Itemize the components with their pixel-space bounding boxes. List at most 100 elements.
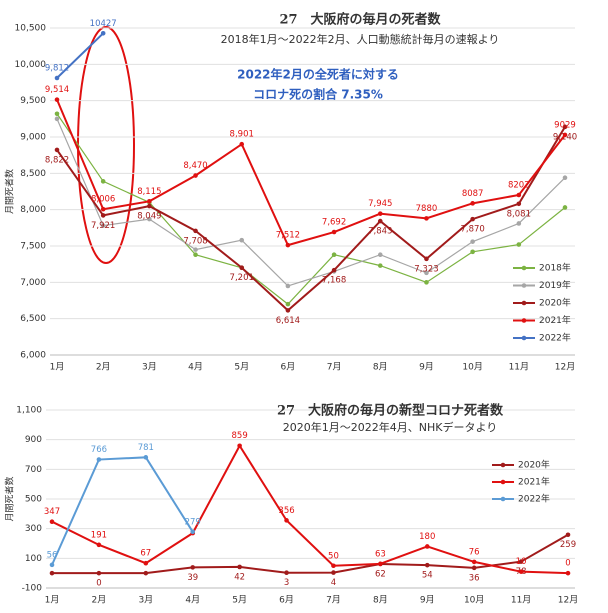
- x-tick-label: 2月: [92, 595, 107, 606]
- y-tick-label: 900: [25, 435, 42, 445]
- data-label: 356: [278, 506, 294, 516]
- data-label: 54: [422, 571, 433, 581]
- series-line: [56, 126, 566, 312]
- legend-marker: [521, 335, 527, 341]
- y-tick-label: 7,000: [20, 278, 46, 288]
- data-point: [424, 544, 430, 549]
- data-label: 8,822: [45, 155, 69, 165]
- y-tick-label: 7,500: [20, 242, 46, 252]
- series-line: [56, 32, 104, 79]
- data-label: 56: [47, 550, 58, 560]
- y-tick-label: 700: [25, 465, 42, 475]
- data-label: 67: [140, 549, 151, 559]
- data-point: [470, 239, 475, 244]
- data-point: [562, 175, 568, 180]
- y-tick-label: -100: [22, 584, 43, 594]
- data-point: [424, 270, 429, 276]
- data-label: 39: [187, 573, 198, 583]
- data-point: [193, 252, 198, 258]
- data-point: [424, 256, 429, 262]
- data-point: [331, 267, 337, 273]
- y-tick-label: 8,500: [20, 169, 46, 179]
- y-axis-label: 月間死者数: [4, 476, 16, 521]
- data-label: 8,049: [137, 212, 161, 222]
- data-point: [377, 252, 383, 258]
- data-label: 7,692: [322, 218, 346, 228]
- data-label: 781: [138, 443, 154, 453]
- data-point: [377, 218, 383, 224]
- x-tick-label: 11月: [509, 362, 529, 373]
- series-line: [56, 113, 566, 305]
- data-label: 50: [328, 551, 339, 561]
- y-tick-label: 300: [25, 524, 42, 534]
- data-point: [100, 31, 106, 36]
- data-label: 10: [516, 557, 527, 567]
- data-point: [516, 242, 522, 247]
- data-point: [100, 223, 106, 228]
- data-label: 766: [91, 445, 107, 455]
- data-label: 76: [469, 547, 480, 557]
- data-point: [49, 562, 55, 568]
- x-tick-label: 9月: [420, 595, 435, 606]
- data-label: 8,470: [183, 161, 207, 171]
- data-label: 7,921: [91, 221, 115, 231]
- data-point: [331, 570, 336, 575]
- x-tick-label: 5月: [232, 595, 247, 606]
- data-label: 7,168: [322, 276, 346, 286]
- series-line: [56, 118, 566, 287]
- data-label: 8202: [508, 180, 530, 190]
- data-point: [147, 203, 152, 209]
- x-tick-label: 3月: [142, 362, 157, 373]
- data-point: [285, 242, 291, 248]
- data-label: 63: [375, 549, 386, 559]
- data-point: [239, 141, 245, 147]
- data-point: [518, 559, 524, 564]
- data-point: [193, 228, 198, 234]
- data-point: [470, 216, 475, 222]
- data-point: [54, 147, 60, 153]
- data-point: [193, 173, 198, 178]
- y-tick-label: 10,500: [15, 24, 47, 34]
- legend-label: 2022年: [539, 332, 571, 344]
- data-point: [562, 132, 568, 138]
- data-point: [239, 265, 245, 271]
- y-tick-label: 6,000: [20, 351, 46, 361]
- data-label: 180: [419, 532, 435, 542]
- y-tick-label: 9,500: [20, 96, 46, 106]
- data-point: [193, 247, 198, 252]
- y-tick-label: 8,000: [20, 205, 46, 215]
- series-line: [52, 533, 569, 575]
- legend-label: 2021年: [539, 314, 571, 326]
- data-point: [190, 529, 196, 535]
- data-point: [96, 542, 102, 548]
- data-label: 7,201: [230, 273, 254, 283]
- x-tick-label: 9月: [419, 362, 434, 373]
- data-label: 9,812: [45, 63, 69, 73]
- data-point: [100, 179, 106, 184]
- chart-subtitle: 2018年1月～2022年2月、人口動態統計毎月の速報より: [221, 32, 500, 46]
- data-point: [54, 111, 60, 117]
- legend-marker: [521, 300, 527, 306]
- legend-label: 2021年: [518, 476, 550, 488]
- legend-marker: [500, 479, 506, 485]
- chart-subtitle: 2020年1月～2022年4月、NHKデータより: [283, 420, 497, 434]
- x-tick-label: 12月: [558, 595, 578, 606]
- x-tick-label: 11月: [511, 595, 531, 606]
- x-tick-label: 8月: [373, 362, 388, 373]
- data-point: [49, 570, 55, 576]
- data-point: [100, 213, 106, 218]
- data-point: [285, 283, 291, 289]
- data-label: 6,614: [276, 316, 300, 326]
- data-point: [100, 206, 106, 212]
- data-label: 9,140: [553, 132, 577, 142]
- data-point: [285, 308, 291, 313]
- data-label: 8,081: [507, 209, 531, 219]
- data-label: 7,870: [460, 225, 484, 235]
- data-label: 36: [469, 573, 480, 583]
- data-label: 4: [331, 578, 336, 588]
- data-point: [49, 519, 55, 524]
- x-tick-label: 4月: [185, 595, 200, 606]
- data-point: [377, 211, 383, 216]
- x-tick-label: 10月: [464, 595, 484, 606]
